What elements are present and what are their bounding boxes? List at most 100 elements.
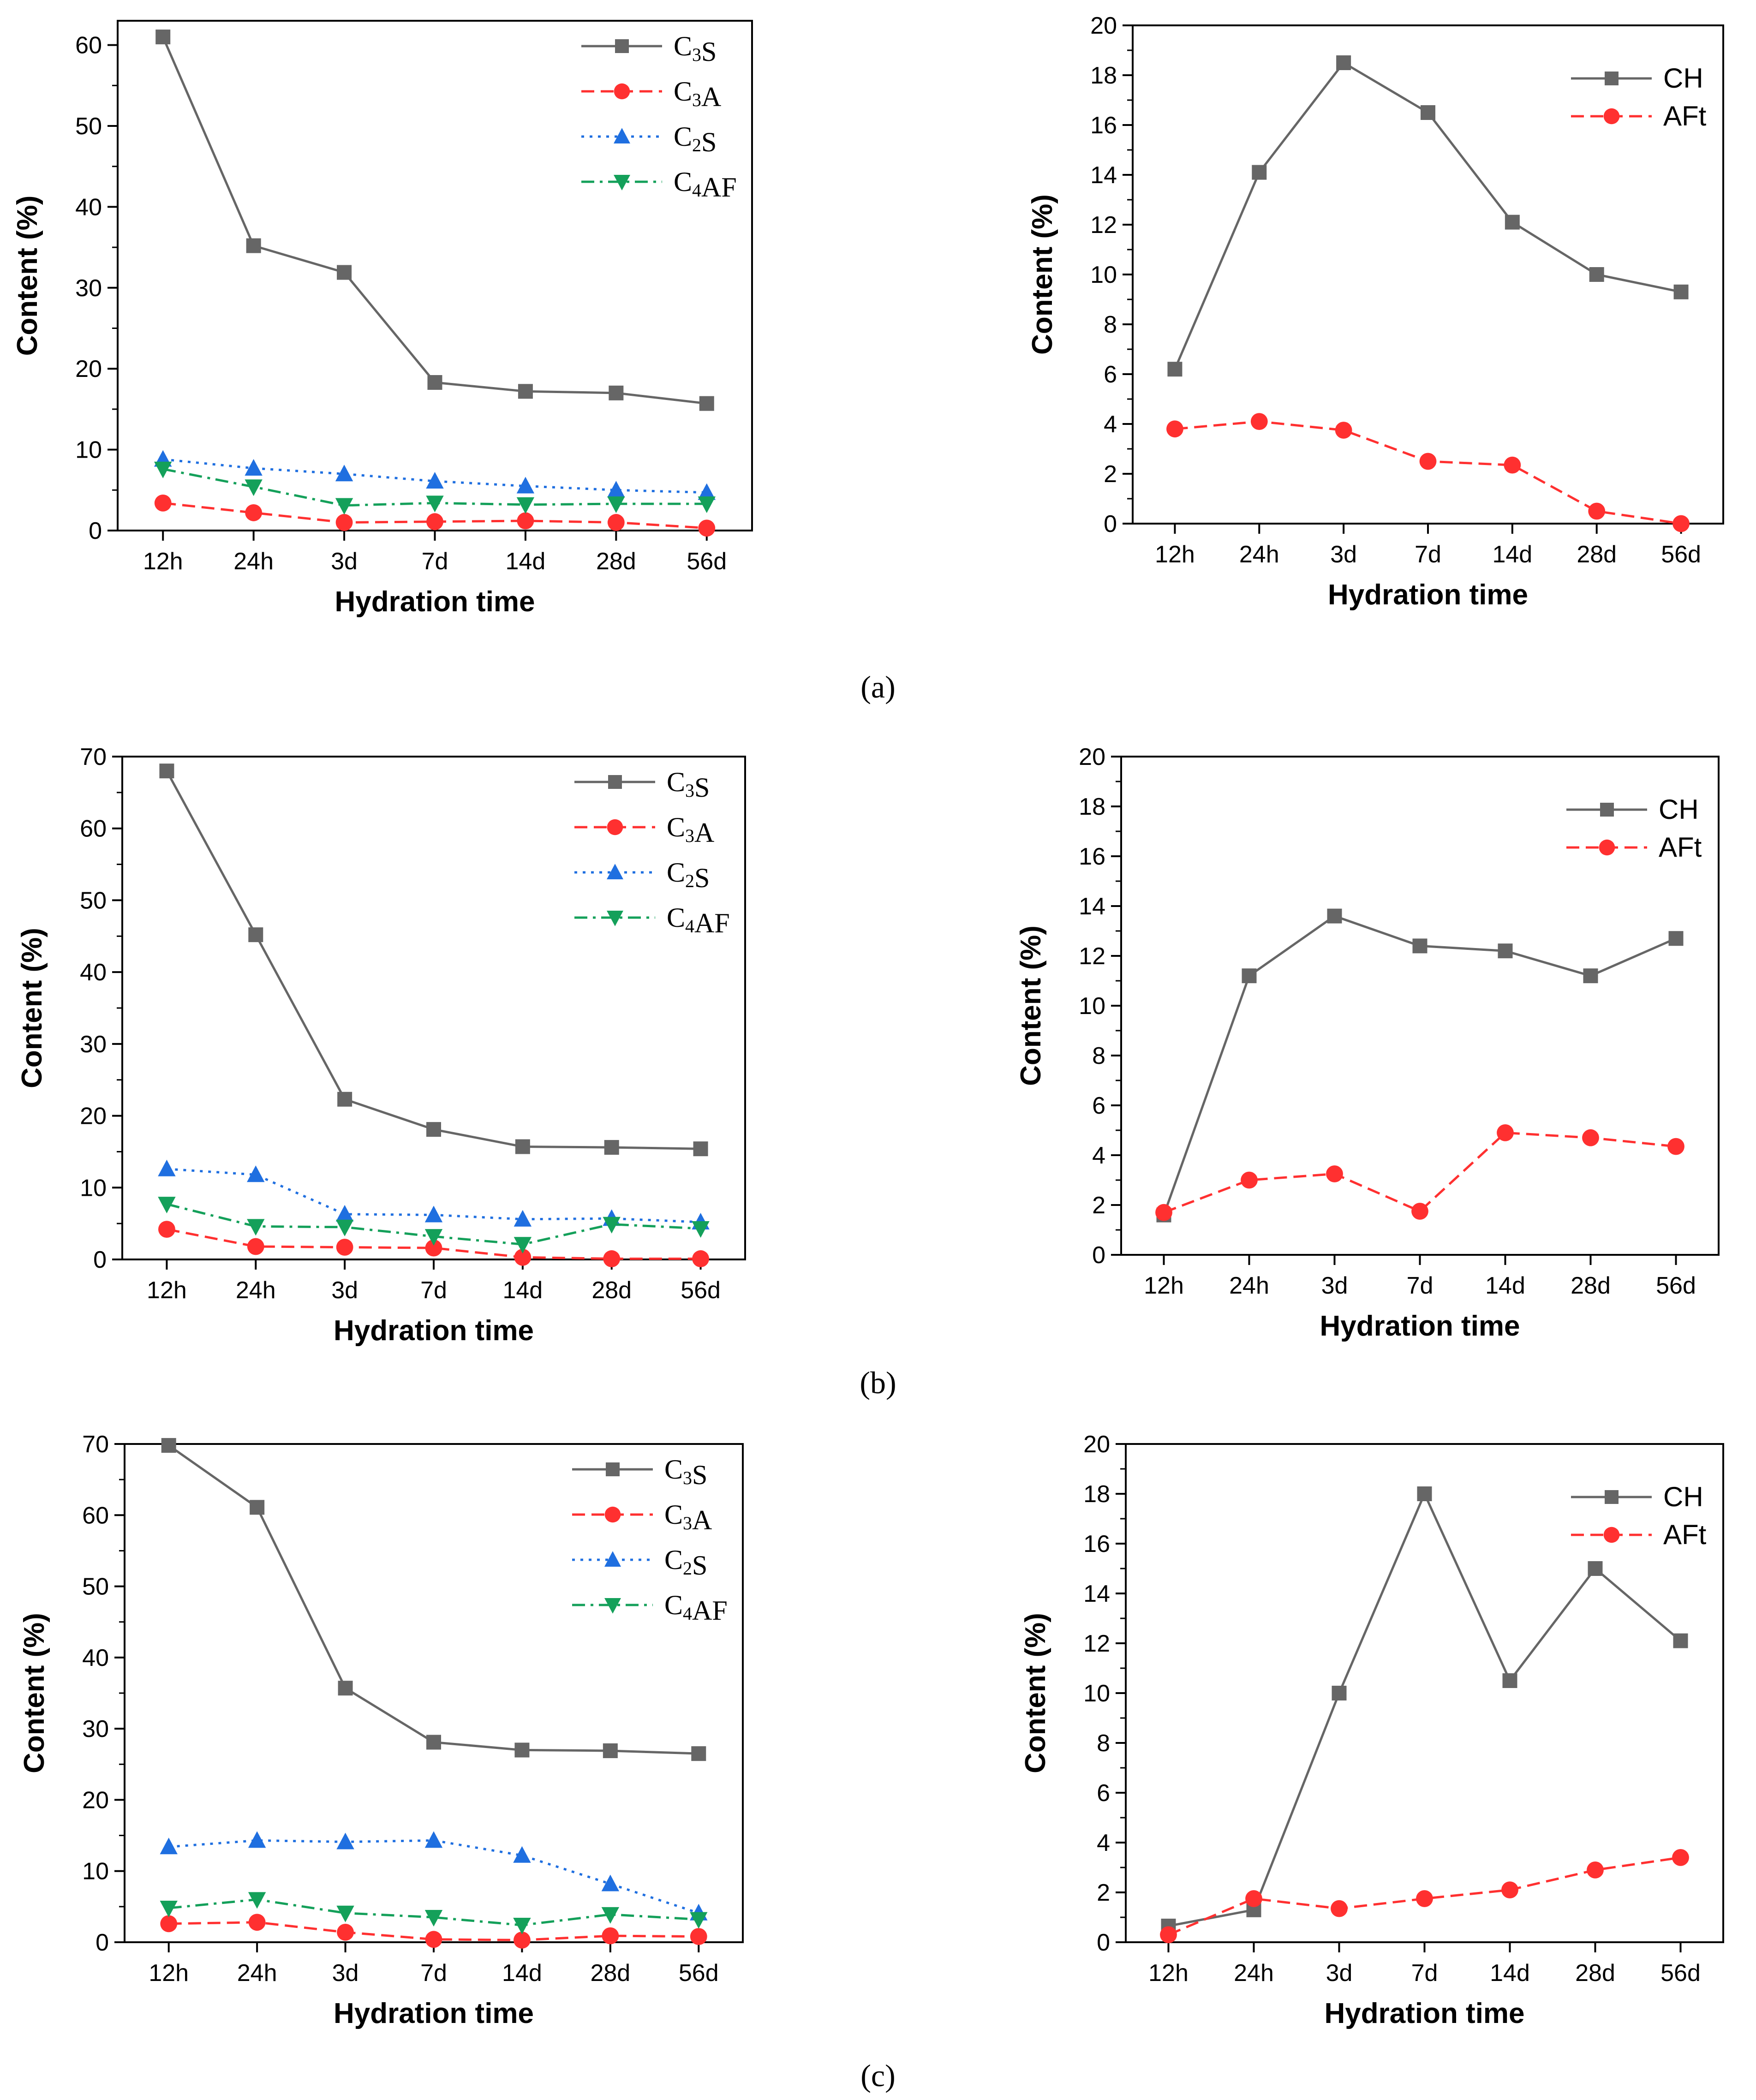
legend-label-CH: CH: [1663, 63, 1703, 94]
legend-label-C4AF: C4AF: [664, 1590, 728, 1626]
legend-label-C4AF: C4AF: [674, 167, 737, 203]
y-tick-label: 10: [80, 1175, 107, 1201]
y-tick-label: 14: [1079, 893, 1105, 920]
data-point-C2S: [424, 1831, 443, 1848]
data-point-C4AF: [698, 496, 716, 513]
y-tick-label: 16: [1090, 112, 1117, 139]
data-point-C4AF: [424, 1910, 443, 1927]
legend-label-C3S: C3S: [667, 767, 710, 803]
data-point-C2S: [516, 477, 535, 494]
chart-c-right: 0 2 4 6 8 10 12 14 16 18 20 12h 24h 3d 7d 14d 28d 56d Hydr…: [1020, 1431, 1724, 2029]
y-tick-label: 10: [82, 1858, 109, 1885]
panel-label-b: (b): [860, 1365, 896, 1400]
data-point-AFt: [1672, 515, 1690, 532]
x-tick-label: 7d: [1411, 1960, 1438, 1987]
data-point-C3S: [699, 396, 714, 411]
data-point-C3S: [691, 1746, 706, 1761]
y-tick-label: 20: [80, 1103, 107, 1130]
y-tick-label: 40: [75, 194, 102, 221]
legend-marker-AFt: [1599, 839, 1615, 856]
y-tick-label: 60: [75, 32, 102, 59]
data-point-AFt: [1335, 422, 1352, 439]
y-axis-title: Content (%): [1015, 925, 1047, 1086]
legend-label-C2S: C2S: [674, 121, 717, 157]
y-tick-label: 12: [1083, 1630, 1110, 1657]
data-point-CH: [1498, 943, 1513, 959]
y-axis-title: Content (%): [1027, 194, 1058, 355]
series-line-AFt: [1163, 1131, 1676, 1214]
y-tick-label: 30: [82, 1716, 109, 1742]
data-point-C3S: [337, 265, 352, 280]
legend-label-C3A: C3A: [667, 812, 714, 848]
data-point-C3A: [602, 1927, 619, 1945]
y-tick-label: 10: [1083, 1680, 1110, 1707]
legend-marker-C3S: [606, 1462, 620, 1476]
data-point-C4AF: [516, 497, 535, 514]
y-tick-label: 30: [75, 275, 102, 302]
legend-label-AFt: AFt: [1663, 101, 1707, 131]
y-tick-label: 2: [1092, 1192, 1105, 1219]
data-point-C3A: [690, 1928, 707, 1945]
y-tick-label: 8: [1092, 1043, 1105, 1069]
series-line-C2S: [168, 1839, 699, 1915]
x-tick-label: 24h: [1234, 1960, 1274, 1987]
data-point-CH: [1588, 1561, 1603, 1576]
series-line-CH: [1168, 1492, 1682, 1927]
x-axis-title: Hydration time: [334, 586, 535, 618]
data-point-C4AF: [154, 461, 172, 478]
data-point-C3A: [336, 1239, 353, 1256]
data-point-CH: [1417, 1486, 1432, 1501]
plot-frame: [1125, 1443, 1724, 1943]
data-point-CH: [1673, 1633, 1688, 1648]
x-tick-label: 12h: [143, 548, 183, 575]
legend-marker-C4AF: [604, 1598, 621, 1614]
data-point-C3S: [693, 1141, 708, 1157]
data-point-C2S: [424, 1205, 443, 1223]
x-tick-label: 3d: [332, 1960, 359, 1987]
data-point-CH: [1673, 284, 1689, 299]
series-line-CH: [1163, 915, 1677, 1216]
y-tick-label: 60: [82, 1502, 109, 1529]
x-axis-title: Hydration time: [334, 1315, 534, 1347]
data-point-CH: [1505, 215, 1520, 230]
legend-marker-C3S: [608, 775, 622, 789]
data-point-CH: [1252, 165, 1267, 180]
y-tick-label: 0: [96, 1929, 109, 1956]
data-point-C3S: [155, 30, 171, 45]
y-tick-label: 0: [1104, 511, 1117, 537]
chart-a-right: 0 2 4 6 8 10 12 14 16 18 20 12h 24h 3d 7d 14d 28d 56d Hydr…: [1027, 12, 1724, 611]
data-point-C4AF: [247, 1219, 265, 1236]
data-point-C2S: [601, 1874, 620, 1891]
x-tick-label: 14d: [506, 548, 546, 575]
data-point-C2S: [158, 1159, 176, 1176]
y-tick-label: 30: [80, 1031, 107, 1058]
x-tick-label: 3d: [331, 548, 358, 575]
x-tick-label: 28d: [1575, 1960, 1615, 1987]
legend-marker-C3A: [604, 1506, 621, 1523]
data-point-C3A: [335, 514, 353, 531]
series-line-AFt: [1175, 420, 1681, 525]
legend-marker-C4AF: [607, 911, 623, 926]
y-tick-label: 4: [1097, 1830, 1110, 1856]
x-tick-label: 24h: [233, 548, 274, 575]
data-point-C3A: [425, 1931, 442, 1948]
legend-marker-C4AF: [614, 175, 630, 191]
x-tick-label: 14d: [502, 1960, 542, 1987]
data-point-CH: [1412, 938, 1427, 954]
data-point-AFt: [1419, 453, 1437, 470]
legend-marker-C3A: [614, 83, 630, 100]
data-point-C3A: [425, 1239, 442, 1257]
legend-marker-C3S: [615, 39, 629, 53]
data-point-C2S: [698, 483, 716, 500]
y-tick-label: 8: [1104, 311, 1117, 338]
y-tick-label: 18: [1083, 1481, 1110, 1508]
y-tick-label: 50: [82, 1574, 109, 1600]
data-point-C3A: [603, 1250, 621, 1267]
data-point-C3S: [246, 238, 261, 253]
data-point-C3S: [248, 927, 263, 943]
data-point-C2S: [160, 1838, 178, 1855]
data-point-CH: [1583, 968, 1598, 984]
data-point-C3A: [248, 1914, 266, 1931]
x-tick-label: 12h: [149, 1960, 189, 1987]
